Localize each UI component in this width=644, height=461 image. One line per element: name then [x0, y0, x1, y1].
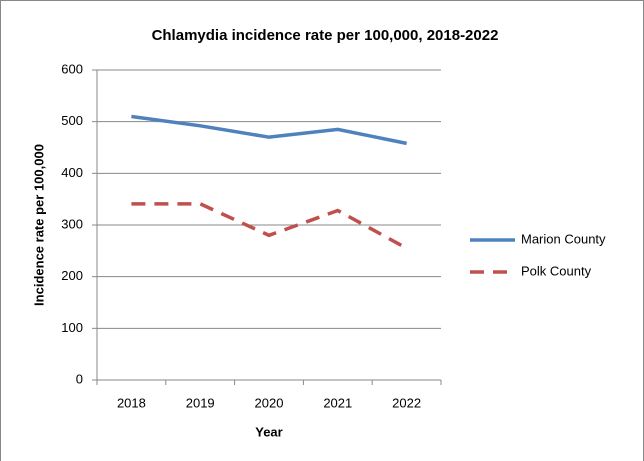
x-tick-label: 2020 — [255, 395, 284, 410]
y-tick-label: 300 — [61, 216, 83, 231]
x-tick-label: 2021 — [323, 395, 352, 410]
legend-label: Polk County — [521, 263, 592, 278]
y-axis-label: Incidence rate per 100,000 — [31, 144, 46, 306]
data-line — [131, 114, 407, 146]
y-tick-label: 0 — [76, 371, 83, 386]
y-tick-label: 400 — [61, 165, 83, 180]
y-tick-label: 500 — [61, 113, 83, 128]
x-tick-label: 2019 — [186, 395, 215, 410]
x-axis-label: Year — [255, 424, 282, 439]
y-tick-label: 200 — [61, 268, 83, 283]
x-tick-label: 2018 — [117, 395, 146, 410]
chart-title: Chlamydia incidence rate per 100,000, 20… — [152, 27, 499, 44]
data-line — [131, 202, 408, 250]
y-tick-label: 600 — [61, 61, 83, 76]
y-tick-label: 100 — [61, 320, 83, 335]
x-tick-label: 2022 — [392, 395, 421, 410]
legend-label: Marion County — [521, 231, 606, 246]
